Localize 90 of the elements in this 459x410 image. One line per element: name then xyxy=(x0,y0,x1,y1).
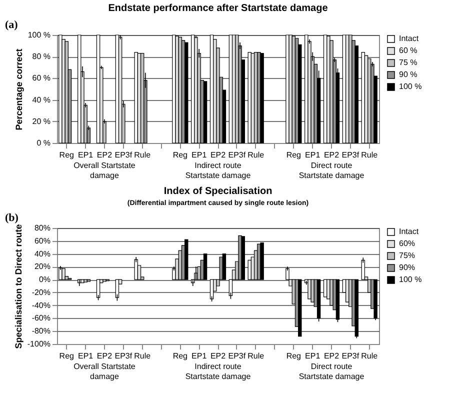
text: Direct route Startstate damage xyxy=(298,362,365,381)
x-tick-label: Reg xyxy=(172,352,188,360)
bar xyxy=(134,52,138,144)
bar xyxy=(298,279,302,337)
y-tick-label: 100 % xyxy=(28,30,50,40)
bar xyxy=(203,253,208,280)
legend-label: 60 % xyxy=(399,46,418,55)
legend-label: Intact xyxy=(399,227,420,236)
y-tick-label: 20 % xyxy=(32,116,50,126)
x-tick-label: Reg xyxy=(59,352,74,360)
y-axis-title: Percentage correct xyxy=(14,48,24,130)
y-tick-label: 0% xyxy=(38,275,50,284)
x-tick-label: Reg xyxy=(286,150,302,160)
x-tick-label: EP3f xyxy=(342,352,360,360)
x-tick-label: EP2 xyxy=(210,150,226,160)
bar xyxy=(96,279,100,298)
bar xyxy=(184,42,188,144)
legend-label: 75% xyxy=(399,251,416,260)
y-tick-label: 80 % xyxy=(32,52,50,62)
bar xyxy=(184,239,188,280)
text: (a) xyxy=(5,19,18,31)
x-tick-label: EP3f xyxy=(342,150,360,160)
x-tick-label: Reg xyxy=(172,150,188,160)
x-tick-label: EP1 xyxy=(78,352,94,360)
y-tick-label: -20% xyxy=(32,288,50,297)
x-tick-label: EP1 xyxy=(305,352,321,360)
x-tick-label: EP3f xyxy=(114,352,133,360)
bar xyxy=(175,36,179,144)
x-tick-label: Rule xyxy=(248,150,265,160)
bar xyxy=(222,253,226,280)
x-tick-label: Reg xyxy=(59,150,74,160)
y-tick-label: 20% xyxy=(34,262,50,272)
bar xyxy=(241,236,245,280)
bar xyxy=(84,279,88,282)
text: Indirect route Startstate damage xyxy=(185,362,252,381)
x-tick-label: EP2 xyxy=(210,352,226,360)
bar xyxy=(80,279,84,284)
legend-label: 75 % xyxy=(399,58,418,67)
bar xyxy=(260,242,264,280)
y-tick-label: 80% xyxy=(34,224,50,232)
x-tick-label: Rule xyxy=(361,352,378,360)
x-tick-label: Reg xyxy=(286,352,302,360)
text: Direct route Startstate damage xyxy=(298,161,365,180)
bar xyxy=(316,279,321,319)
text: Overall Startstate damage xyxy=(74,161,136,180)
legend-label: Intact xyxy=(399,34,420,43)
bar xyxy=(260,53,264,144)
y-tick-label: 60% xyxy=(34,236,50,246)
text: Overall Startstate damage xyxy=(74,362,136,381)
bar xyxy=(288,34,292,144)
legend-label: 100 % xyxy=(399,82,422,91)
bar xyxy=(374,279,378,319)
x-tick-label: EP2 xyxy=(96,150,113,160)
y-tick-label: 40% xyxy=(34,249,50,258)
y-axis-title: Specialisation to Direct route xyxy=(13,224,24,349)
x-tick-label: EP2 xyxy=(324,352,340,360)
x-tick-label: EP2 xyxy=(324,150,340,160)
x-tick-label: EP1 xyxy=(192,150,208,160)
y-tick-label: -100% xyxy=(27,340,50,348)
y-tick-label: 0 % xyxy=(36,138,50,148)
x-tick-label: Rule xyxy=(248,352,265,360)
legend-label: 100 % xyxy=(399,275,422,284)
bar xyxy=(354,279,358,337)
x-tick-label: EP1 xyxy=(192,352,208,360)
text: (b) xyxy=(5,212,19,224)
legend-label: 60% xyxy=(399,239,416,248)
y-tick-label: 60 % xyxy=(32,74,50,83)
bar xyxy=(336,279,340,320)
y-tick-label: -40% xyxy=(32,300,50,310)
y-tick-label: -80% xyxy=(32,326,50,336)
chart-title: Endstate performance after Startstate damage xyxy=(108,3,328,14)
x-tick-label: EP1 xyxy=(78,150,94,160)
x-tick-label: EP3f xyxy=(114,150,133,160)
x-tick-label: EP2 xyxy=(96,352,113,360)
bar xyxy=(203,81,208,144)
bar xyxy=(115,279,120,298)
text: Indirect route Startstate damage xyxy=(185,161,252,180)
bar xyxy=(134,259,138,280)
x-tick-label: EP3f xyxy=(228,150,246,160)
chart-title: Index of Specialisation xyxy=(164,186,272,197)
x-tick-label: EP1 xyxy=(305,150,321,160)
legend-label: 90% xyxy=(399,263,416,272)
x-tick-label: Rule xyxy=(361,150,378,160)
x-tick-label: Rule xyxy=(134,352,152,360)
y-tick-label: -60% xyxy=(32,314,50,323)
x-tick-label: EP3f xyxy=(228,352,246,360)
bar xyxy=(62,268,66,280)
y-tick-label: 40 % xyxy=(32,95,50,104)
x-tick-label: Rule xyxy=(134,150,152,160)
legend-label: 90 % xyxy=(399,70,418,79)
